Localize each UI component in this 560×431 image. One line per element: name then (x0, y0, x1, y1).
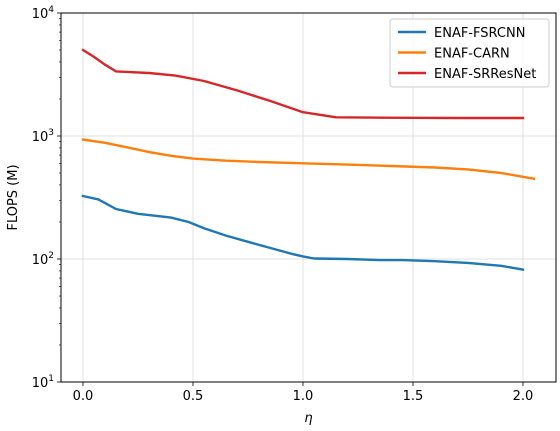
x-tick-label: 1.5 (403, 389, 424, 404)
legend: ENAF-FSRCNN ENAF-CARN ENAF-SRResNet (389, 18, 550, 88)
series-line-enaf-srresnet (81, 48, 525, 120)
y-tick-label: 103 (32, 128, 54, 145)
series-line-enaf-carn (81, 138, 536, 181)
legend-box (389, 18, 550, 88)
y-tick-label: 101 (32, 374, 54, 391)
plot-area-frame (60, 12, 557, 383)
x-tick-label: 2.0 (513, 389, 534, 404)
legend-label: ENAF-SRResNet (434, 67, 536, 82)
x-tick-label: 0.5 (183, 389, 204, 404)
series-lines (81, 48, 536, 271)
y-tick-label: 102 (32, 251, 54, 268)
x-tick-label: 1.0 (293, 389, 314, 404)
x-tick-label: 0.0 (73, 389, 94, 404)
x-axis-label: η (304, 411, 312, 426)
y-axis-label: FLOPS (M) (6, 164, 21, 230)
series-line-enaf-fsrcnn (81, 194, 525, 271)
legend-label: ENAF-FSRCNN (434, 26, 525, 41)
legend-label: ENAF-CARN (434, 47, 510, 62)
y-tick-label: 104 (32, 5, 55, 22)
y-axis: 101 102 103 104 (32, 5, 61, 391)
x-axis: 0.0 0.5 1.0 1.5 2.0 (73, 382, 534, 404)
